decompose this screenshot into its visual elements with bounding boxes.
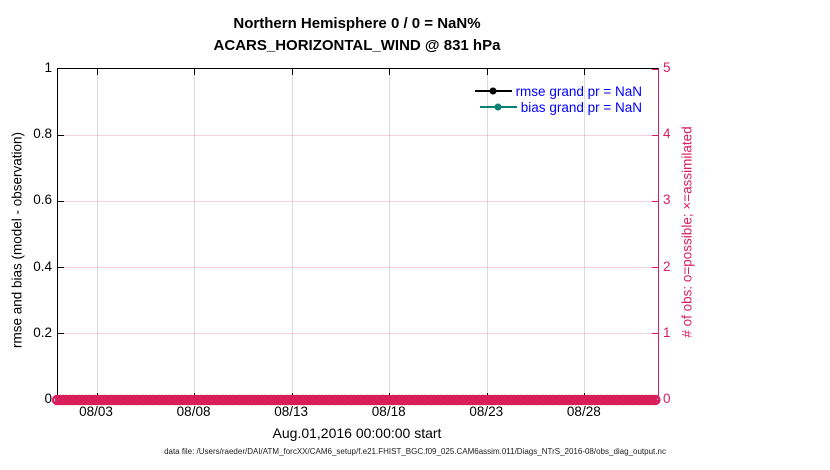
y-axis-label-right: # of obs: o=possible; ×=assimilated — [679, 126, 695, 338]
y-tick-label-right: 5 — [663, 60, 671, 75]
rmse-marker-dot — [489, 87, 497, 95]
x-tick-label: 08/28 — [566, 404, 601, 419]
x-tick-label: 08/03 — [79, 404, 113, 419]
y-tick-label-left: 0 — [44, 391, 52, 406]
x-gridline — [389, 69, 391, 400]
y-tick-label-left: 0.2 — [33, 324, 52, 340]
legend-item-rmse: rmse grand pr = NaN — [474, 83, 642, 99]
bias-line-sample — [479, 103, 517, 111]
y-tick-label-right: 0 — [663, 391, 671, 406]
x-tick-top — [96, 69, 98, 75]
obs-assimilated-marker — [652, 396, 659, 404]
x-tick-label: 08/23 — [469, 404, 504, 419]
y-gridline — [58, 267, 658, 269]
x-tick-top — [486, 69, 488, 75]
y-tick-label-right: 4 — [663, 126, 671, 142]
y-gridline — [58, 200, 658, 202]
x-tick-label: 08/13 — [274, 404, 309, 419]
y-tick-label-right: 2 — [663, 258, 671, 274]
x-tick-top — [194, 69, 196, 75]
x-axis-label: Aug.01,2016 00:00:00 start — [272, 425, 442, 441]
x-tick-label: 08/08 — [176, 404, 211, 419]
legend-item-bias: bias grand pr = NaN — [475, 99, 642, 115]
x-gridline — [486, 69, 488, 400]
x-tick-label: 08/18 — [371, 404, 406, 419]
y-tick-label-right: 3 — [663, 192, 671, 208]
x-tick-top — [291, 69, 293, 75]
y-gridline — [58, 333, 658, 335]
data-file-path: data file: /Users/raeder/DAI/ATM_forcXX/… — [164, 447, 666, 456]
plot-area: rmse grand pr = NaN bias grand pr = NaN — [57, 68, 659, 401]
x-gridline — [584, 69, 586, 400]
x-gridline — [194, 69, 196, 400]
y-tick-left — [58, 200, 64, 202]
y-gridline — [58, 134, 658, 136]
bias-marker-dot — [494, 103, 502, 111]
y-tick-right — [652, 333, 658, 335]
y-tick-right — [652, 134, 658, 136]
y-tick-right — [652, 267, 658, 269]
obs-count-marker-band — [51, 394, 661, 406]
x-tick-top — [389, 69, 391, 75]
y-tick-label-right: 1 — [663, 324, 671, 340]
title-line-1: Northern Hemisphere 0 / 0 = NaN% — [233, 15, 481, 32]
y-tick-label-left: 0.8 — [33, 126, 52, 142]
y-tick-left — [58, 267, 64, 269]
x-gridline — [96, 69, 98, 400]
y-tick-left — [58, 134, 64, 136]
legend: rmse grand pr = NaN bias grand pr = NaN — [474, 83, 642, 115]
legend-label-rmse: rmse grand pr = NaN — [515, 83, 642, 99]
x-gridline — [291, 69, 293, 400]
y-tick-label-left: 0.4 — [33, 258, 52, 274]
y-tick-right — [652, 200, 658, 202]
legend-label-bias: bias grand pr = NaN — [520, 99, 642, 115]
y-tick-label-left: 1 — [44, 60, 52, 75]
y-tick-left — [58, 333, 64, 335]
rmse-line-sample — [474, 87, 512, 95]
title-line-2: ACARS_HORIZONTAL_WIND @ 831 hPa — [213, 37, 501, 54]
y-tick-label-left: 0.6 — [33, 192, 52, 208]
obs-possible-marker — [650, 394, 661, 406]
x-tick-top — [584, 69, 586, 75]
chart-title: Northern Hemisphere 0 / 0 = NaN% ACARS_H… — [57, 13, 657, 57]
y-axis-label-left: rmse and bias (model - observation) — [9, 131, 25, 349]
y-tick-right — [652, 68, 658, 70]
